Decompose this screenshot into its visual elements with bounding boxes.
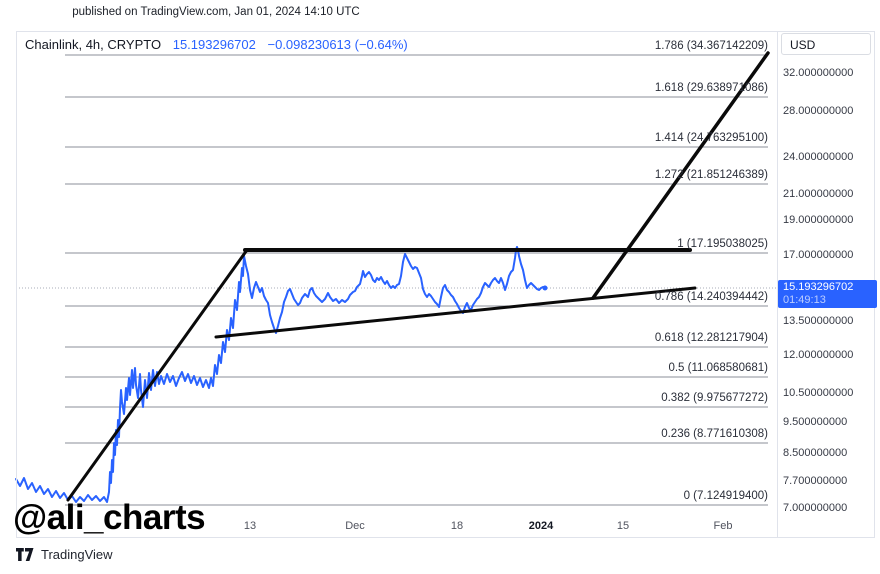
- fib-level-label: 1.618 (29.638971086): [654, 82, 768, 94]
- price-line[interactable]: [15, 246, 546, 503]
- price-axis-separator: [777, 31, 778, 538]
- y-axis-tick: 10.500000000: [783, 387, 854, 399]
- y-axis-tick: 17.000000000: [783, 249, 854, 261]
- publish-banner: published on TradingView.com, Jan 01, 20…: [72, 6, 360, 18]
- symbol-title[interactable]: Chainlink, 4h, CRYPTO: [25, 37, 162, 52]
- y-axis-tick: 21.000000000: [783, 188, 854, 200]
- fib-level-label: 1.414 (24.763295100): [654, 132, 768, 144]
- fib-level-label: 1.272 (21.851246389): [654, 169, 768, 181]
- y-axis-tick: 7.000000000: [783, 502, 848, 514]
- y-axis-tick: 8.500000000: [783, 447, 848, 459]
- tradingview-logo-icon[interactable]: [16, 547, 34, 562]
- trendline[interactable]: [66, 248, 249, 502]
- last-price-dot: [542, 285, 548, 291]
- fib-level-label: 0.618 (12.281217904): [654, 332, 768, 344]
- price-change-value: −0.098230613 (−0.64%): [267, 37, 408, 52]
- x-axis-tick: Feb: [713, 520, 733, 532]
- y-axis-tick: 13.500000000: [783, 315, 854, 327]
- badge-countdown: 01:49:13: [783, 294, 826, 306]
- y-axis-tick: 7.700000000: [783, 475, 848, 487]
- tradingview-footer[interactable]: TradingView: [16, 547, 113, 562]
- fib-level-label: 0.236 (8.771610308): [661, 428, 768, 440]
- y-axis-tick: 12.000000000: [783, 349, 854, 361]
- x-axis-tick: 15: [616, 520, 630, 532]
- y-axis-tick: 32.000000000: [783, 67, 854, 79]
- x-axis-tick: 2024: [528, 520, 554, 532]
- fib-level-label: 1.786 (34.367142209): [654, 40, 768, 52]
- x-axis-tick: 18: [450, 520, 464, 532]
- fib-level-label: 0.786 (14.240394442): [654, 291, 768, 303]
- x-axis-tick: 13: [243, 520, 257, 532]
- tradingview-brand: TradingView: [41, 547, 113, 562]
- fib-level-label: 0.5 (11.068580681): [668, 362, 768, 374]
- last-price-value: 15.193296702: [172, 37, 256, 52]
- y-axis-tick: 24.000000000: [783, 151, 854, 163]
- y-axis-tick: 28.000000000: [783, 105, 854, 117]
- trendline[interactable]: [214, 286, 697, 339]
- badge-price: 15.193296702: [783, 281, 854, 293]
- currency-text: USD: [790, 38, 816, 52]
- chart-legend[interactable]: Chainlink, 4h, CRYPTO 15.193296702 −0.09…: [25, 37, 408, 52]
- last-price-badge: 15.193296702 01:49:13: [778, 280, 877, 308]
- currency-label: USD: [781, 33, 871, 55]
- y-axis-tick: 19.000000000: [783, 214, 854, 226]
- fib-level-label: 1 (17.195038025): [677, 238, 768, 250]
- trendline[interactable]: [591, 51, 770, 300]
- fib-level-label: 0 (7.124919400): [683, 490, 768, 502]
- fib-level-label: 0.382 (9.975677272): [661, 392, 768, 404]
- watermark: @ali_charts: [13, 498, 206, 537]
- x-axis-tick: Dec: [345, 520, 365, 532]
- y-axis-tick: 9.500000000: [783, 416, 848, 428]
